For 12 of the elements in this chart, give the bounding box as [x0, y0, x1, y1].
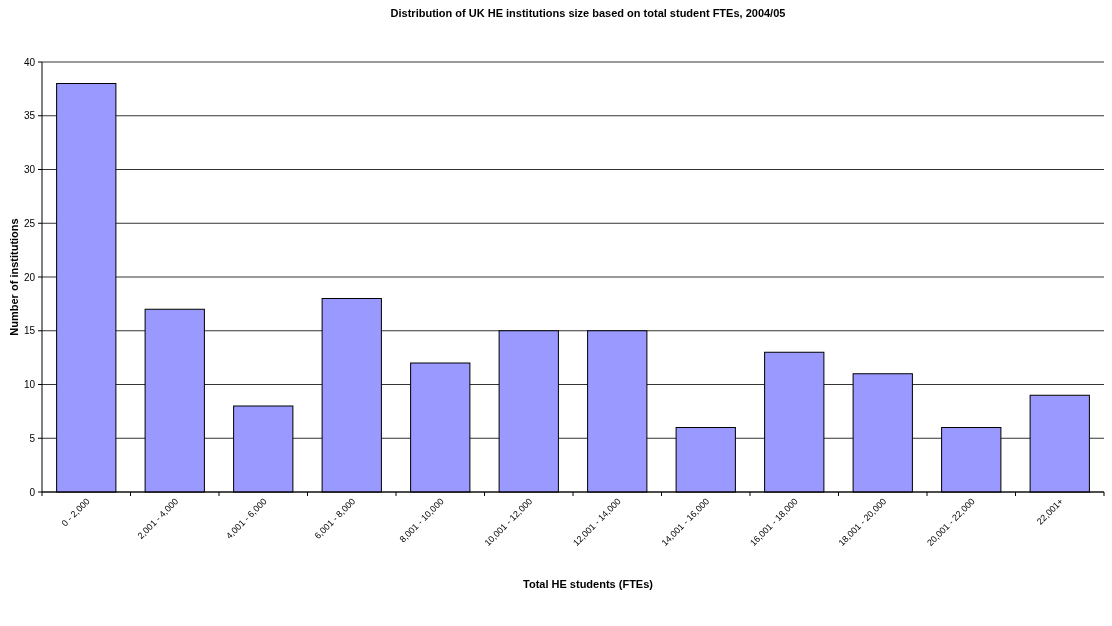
y-tick-label: 20	[23, 271, 36, 283]
y-tick-label: 40	[23, 56, 36, 68]
y-tick-label: 25	[23, 217, 36, 229]
y-tick-label: 5	[29, 432, 36, 444]
y-tick-label: 15	[23, 325, 36, 337]
y-tick-label: 35	[23, 110, 36, 122]
y-tick-label: 10	[23, 379, 36, 390]
chart-title: Distribution of UK HE institutions size based on total student FTEs, 2004/05	[390, 7, 786, 19]
x-axis-title: Total HE students (FTEs)	[523, 578, 654, 590]
y-axis-title: Number of institutions	[8, 218, 20, 336]
y-tick-label: 0	[29, 486, 36, 498]
y-tick-label: 30	[23, 164, 36, 175]
